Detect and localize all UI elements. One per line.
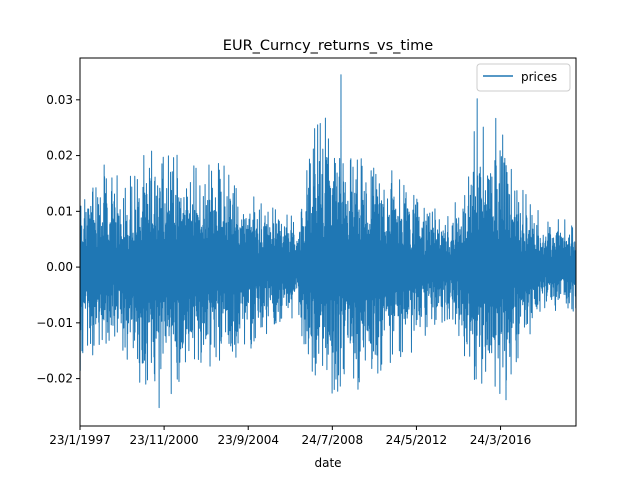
x-axis-label: date [314,456,341,470]
x-tick-label: 24/3/2016 [470,433,532,447]
y-tick-label: −0.01 [36,316,73,330]
legend-box [476,63,571,92]
x-tick-label: 24/7/2008 [302,433,364,447]
y-tick-label: 0.00 [46,260,73,274]
y-tick-label: 0.02 [46,149,73,163]
axes-frame [79,57,577,427]
x-tick-label: 23/1/1997 [49,433,111,447]
y-tick-label: −0.02 [36,372,73,386]
legend-label-prices: prices [521,70,557,84]
legend: prices [476,63,571,92]
y-tick-label: 0.01 [46,204,73,218]
x-tick-label: 23/9/2004 [217,433,279,447]
chart-title: EUR_Curncy_returns_vs_time [223,38,433,54]
y-tick-label: 0.03 [46,93,73,107]
series-line-prices [80,74,576,409]
plot-area [80,74,576,409]
x-tick-label: 23/11/2000 [130,433,199,447]
y-axis: −0.02 −0.01 0.00 0.01 0.02 0.03 [36,93,80,386]
x-axis: 23/1/1997 23/11/2000 23/9/2004 24/7/2008 24/… [49,426,531,447]
x-tick-label: 24/5/2012 [386,433,448,447]
